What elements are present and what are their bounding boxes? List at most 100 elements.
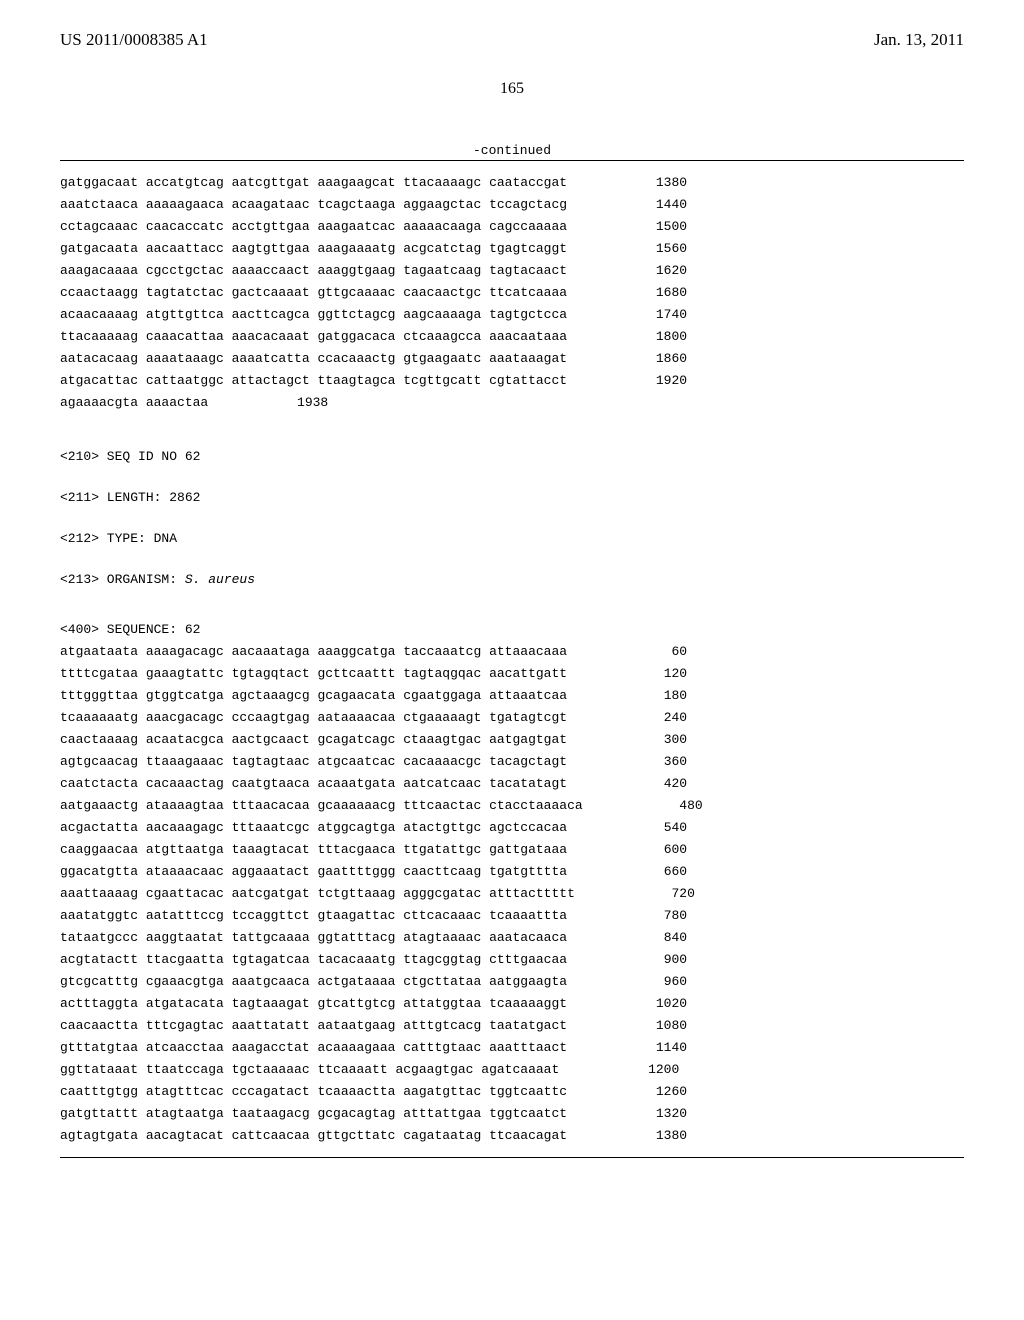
- sequence-text: gtttatgtaa atcaacctaa aaagacctat acaaaag…: [60, 1041, 567, 1054]
- page-header: US 2011/0008385 A1 Jan. 13, 2011: [60, 30, 964, 50]
- sequence-row: tcaaaaaatg aaacgacagc cccaagtgag aataaaa…: [60, 711, 964, 724]
- sequence-position: 660: [627, 865, 687, 878]
- meta-type: <212> TYPE: DNA: [60, 532, 964, 545]
- sequence-text: aatgaaactg ataaaagtaa tttaacacaa gcaaaaa…: [60, 799, 583, 812]
- sequence-row: agtagtgata aacagtacat cattcaacaa gttgctt…: [60, 1129, 964, 1142]
- sequence-text: ggttataaat ttaatccaga tgctaaaaac ttcaaaa…: [60, 1063, 559, 1076]
- sequence-text: tttgggttaa gtggtcatga agctaaagcg gcagaac…: [60, 689, 567, 702]
- sequence-text: agtgcaacag ttaaagaaac tagtagtaac atgcaat…: [60, 755, 567, 768]
- sequence-position: 1938: [268, 396, 328, 409]
- sequence-position: 1260: [627, 1085, 687, 1098]
- page-root: US 2011/0008385 A1 Jan. 13, 2011 165 -co…: [0, 0, 1024, 1320]
- sequence-position: 1440: [627, 198, 687, 211]
- sequence-row: ttacaaaaag caaacattaa aaacacaaat gatggac…: [60, 330, 964, 343]
- sequence-position: 1920: [627, 374, 687, 387]
- sequence-row: ggttataaat ttaatccaga tgctaaaaac ttcaaaa…: [60, 1063, 964, 1076]
- sequence-text: aaagacaaaa cgcctgctac aaaaccaact aaaggtg…: [60, 264, 567, 277]
- sequence-row: aaatctaaca aaaaagaaca acaagataac tcagcta…: [60, 198, 964, 211]
- sequence-position: 240: [627, 711, 687, 724]
- sequence-position: 1020: [627, 997, 687, 1010]
- sequence-position: 840: [627, 931, 687, 944]
- sequence-row: caactaaaag acaatacgca aactgcaact gcagatc…: [60, 733, 964, 746]
- meta-organism: <213> ORGANISM: S. aureus: [60, 573, 964, 586]
- sequence-row: aatacacaag aaaataaagc aaaatcatta ccacaaa…: [60, 352, 964, 365]
- sequence-row: tataatgccc aaggtaatat tattgcaaaa ggtattt…: [60, 931, 964, 944]
- sequence-row: aatgaaactg ataaaagtaa tttaacacaa gcaaaaa…: [60, 799, 964, 812]
- sequence-position: 1860: [627, 352, 687, 365]
- sequence-position: 360: [627, 755, 687, 768]
- sequence-metadata: <210> SEQ ID NO 62 <211> LENGTH: 2862 <2…: [60, 423, 964, 613]
- sequence-text: acgtatactt ttacgaatta tgtagatcaa tacacaa…: [60, 953, 567, 966]
- sequence-row: acgactatta aacaaagagc tttaaatcgc atggcag…: [60, 821, 964, 834]
- sequence-text: ttttcgataa gaaagtattc tgtagqtact gcttcaa…: [60, 667, 567, 680]
- sequence-row: ttttcgataa gaaagtattc tgtagqtact gcttcaa…: [60, 667, 964, 680]
- sequence-position: 1380: [627, 176, 687, 189]
- sequence-position: 1500: [627, 220, 687, 233]
- sequence-text: agaaaacgta aaaactaa: [60, 396, 208, 409]
- sequence-row: acgtatactt ttacgaatta tgtagatcaa tacacaa…: [60, 953, 964, 966]
- sequence-row: atgaataata aaaagacagc aacaaataga aaaggca…: [60, 645, 964, 658]
- sequence-row: gatgacaata aacaattacc aagtgttgaa aaagaaa…: [60, 242, 964, 255]
- sequence-row: caaggaacaa atgttaatga taaagtacat tttacga…: [60, 843, 964, 856]
- sequence-text: caatttgtgg atagtttcac cccagatact tcaaaac…: [60, 1085, 567, 1098]
- sequence-text: acgactatta aacaaagagc tttaaatcgc atggcag…: [60, 821, 567, 834]
- sequence-position: 1320: [627, 1107, 687, 1120]
- sequence-position: 1560: [627, 242, 687, 255]
- meta-length: <211> LENGTH: 2862: [60, 491, 964, 504]
- sequence-position: 1620: [627, 264, 687, 277]
- sequence-row: atgacattac cattaatggc attactagct ttaagta…: [60, 374, 964, 387]
- sequence-row: cctagcaaac caacaccatc acctgttgaa aaagaat…: [60, 220, 964, 233]
- sequence-position: 480: [643, 799, 703, 812]
- sequence-row: actttaggta atgatacata tagtaaagat gtcattg…: [60, 997, 964, 1010]
- sequence-text: atgacattac cattaatggc attactagct ttaagta…: [60, 374, 567, 387]
- sequence-text: gatggacaat accatgtcag aatcgttgat aaagaag…: [60, 176, 567, 189]
- sequence-row: gtcgcatttg cgaaacgtga aaatgcaaca actgata…: [60, 975, 964, 988]
- meta-organism-prefix: <213> ORGANISM:: [60, 572, 185, 587]
- sequence-position: 600: [627, 843, 687, 856]
- sequence-position: 1140: [627, 1041, 687, 1054]
- sequence-text: tcaaaaaatg aaacgacagc cccaagtgag aataaaa…: [60, 711, 567, 724]
- sequence-row: agaaaacgta aaaactaa 1938: [60, 396, 964, 409]
- sequence-row: caacaactta tttcgagtac aaattatatt aataatg…: [60, 1019, 964, 1032]
- sequence-position: 960: [627, 975, 687, 988]
- sequence-block-1: gatggacaat accatgtcag aatcgttgat aaagaag…: [60, 176, 964, 409]
- sequence-row: gtttatgtaa atcaacctaa aaagacctat acaaaag…: [60, 1041, 964, 1054]
- sequence-text: gatgacaata aacaattacc aagtgttgaa aaagaaa…: [60, 242, 567, 255]
- sequence-text: gatgttattt atagtaatga taataagacg gcgacag…: [60, 1107, 567, 1120]
- sequence-position: 720: [635, 887, 695, 900]
- sequence-row: gatggacaat accatgtcag aatcgttgat aaagaag…: [60, 176, 964, 189]
- sequence-row: agtgcaacag ttaaagaaac tagtagtaac atgcaat…: [60, 755, 964, 768]
- sequence-text: caacaactta tttcgagtac aaattatatt aataatg…: [60, 1019, 567, 1032]
- sequence-position: 780: [627, 909, 687, 922]
- publication-number: US 2011/0008385 A1: [60, 30, 208, 50]
- sequence-position: 1800: [627, 330, 687, 343]
- sequence-row: aaattaaaag cgaattacac aatcgatgat tctgtta…: [60, 887, 964, 900]
- sequence-text: aaatatggtc aatatttccg tccaggttct gtaagat…: [60, 909, 567, 922]
- sequence-text: ccaactaagg tagtatctac gactcaaaat gttgcaa…: [60, 286, 567, 299]
- sequence-text: atgaataata aaaagacagc aacaaataga aaaggca…: [60, 645, 567, 658]
- sequence-position: 420: [627, 777, 687, 790]
- page-number: 165: [60, 80, 964, 98]
- sequence-row: caatttgtgg atagtttcac cccagatact tcaaaac…: [60, 1085, 964, 1098]
- sequence-row: aaatatggtc aatatttccg tccaggttct gtaagat…: [60, 909, 964, 922]
- sequence-row: gatgttattt atagtaatga taataagacg gcgacag…: [60, 1107, 964, 1120]
- sequence-position: 1740: [627, 308, 687, 321]
- sequence-row: acaacaaaag atgttgttca aacttcagca ggttcta…: [60, 308, 964, 321]
- sequence-text: aaattaaaag cgaattacac aatcgatgat tctgtta…: [60, 887, 575, 900]
- sequence-position: 60: [627, 645, 687, 658]
- sequence-text: caactaaaag acaatacgca aactgcaact gcagatc…: [60, 733, 567, 746]
- sequence-text: caaggaacaa atgttaatga taaagtacat tttacga…: [60, 843, 567, 856]
- sequence-text: actttaggta atgatacata tagtaaagat gtcattg…: [60, 997, 567, 1010]
- sequence-text: ttacaaaaag caaacattaa aaacacaaat gatggac…: [60, 330, 567, 343]
- sequence-position: 120: [627, 667, 687, 680]
- sequence-position: 1680: [627, 286, 687, 299]
- sequence-text: cctagcaaac caacaccatc acctgttgaa aaagaat…: [60, 220, 567, 233]
- sequence-text: aaatctaaca aaaaagaaca acaagataac tcagcta…: [60, 198, 567, 211]
- sequence-text: agtagtgata aacagtacat cattcaacaa gttgctt…: [60, 1129, 567, 1142]
- sequence-position: 300: [627, 733, 687, 746]
- sequence-row: caatctacta cacaaactag caatgtaaca acaaatg…: [60, 777, 964, 790]
- sequence-row: ggacatgtta ataaaacaac aggaaatact gaatttt…: [60, 865, 964, 878]
- publication-date: Jan. 13, 2011: [874, 30, 964, 50]
- sequence-text: acaacaaaag atgttgttca aacttcagca ggttcta…: [60, 308, 567, 321]
- sequence-position: 180: [627, 689, 687, 702]
